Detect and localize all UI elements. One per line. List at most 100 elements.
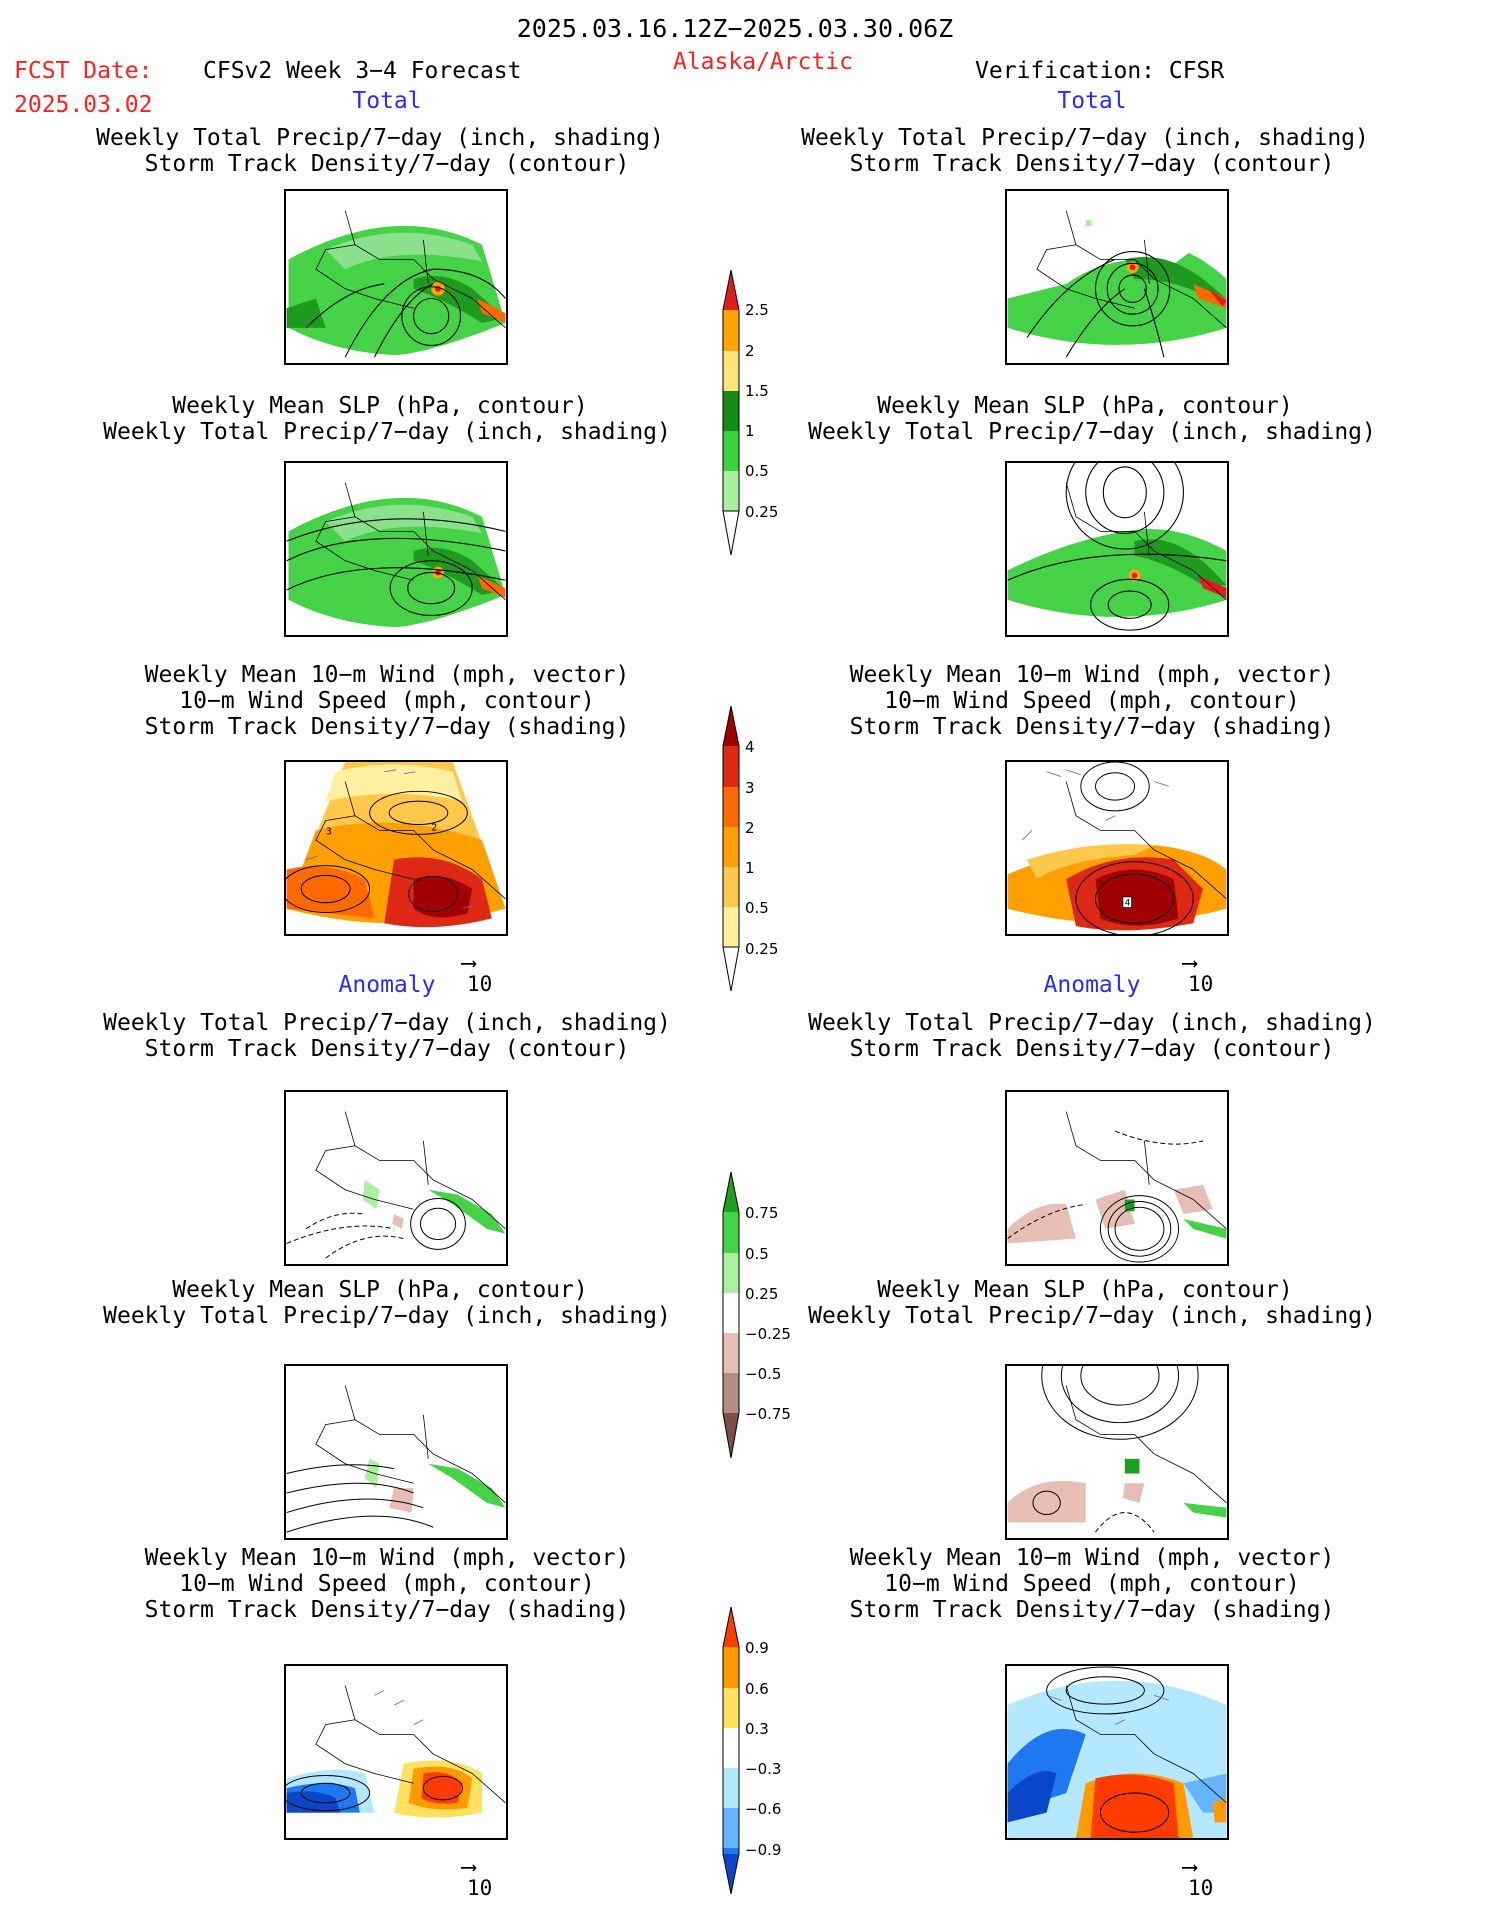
map-anom-slp-precip-forecast: [284, 1364, 508, 1540]
vector-ref-label: 10: [467, 972, 493, 996]
colorbar-label: 0.25: [745, 1285, 779, 1303]
r3l-title1: Weekly Mean 10−m Wind (mph, vector): [144, 662, 630, 688]
contour-label: 2: [431, 822, 437, 833]
colorbar-label: −0.25: [745, 1325, 791, 1343]
colorbar-swatch: [723, 1768, 739, 1808]
colorbar-label: 0.25: [745, 503, 779, 521]
region-title: Alaska/Arctic: [672, 49, 854, 75]
colorbar-label: 0.75: [745, 1204, 779, 1222]
map-anom-slp-precip-verification: [1005, 1364, 1229, 1540]
vector-ref-arrow: ⟶: [1183, 1855, 1197, 1880]
r5l-title2: Weekly Total Precip/7−day (inch, shading…: [103, 1303, 671, 1329]
colorbar-swatch: [723, 1212, 739, 1253]
map-total-wind-storm-verification: 4: [1005, 760, 1229, 936]
colorbar-label: −0.5: [745, 1365, 782, 1383]
colorbar-swatch: [723, 1373, 739, 1413]
colorbar-swatch: [723, 1854, 739, 1894]
colorbar-swatch: [723, 1647, 739, 1688]
r5l-title1: Weekly Mean SLP (hPa, contour): [172, 1277, 588, 1303]
map-total-slp-precip-forecast: [284, 461, 508, 637]
vector-ref-label: 10: [1188, 972, 1214, 996]
colorbar-swatch: [723, 1688, 739, 1728]
colorbar-label: 0.3: [745, 1720, 769, 1738]
colorbar-swatch: [723, 1293, 739, 1333]
colorbar-swatch: [723, 351, 739, 391]
colorbar-swatch: [723, 310, 739, 351]
colorbar-label: 1.5: [745, 382, 769, 400]
map-anom-precip-storm-verification: [1005, 1090, 1229, 1266]
colorbar-swatch: [723, 907, 739, 947]
colorbar-swatch: [723, 787, 739, 827]
colorbar-label: −0.3: [745, 1760, 782, 1778]
colorbar-label: −0.6: [745, 1800, 782, 1818]
r6l-title3: Storm Track Density/7−day (shading): [144, 1597, 630, 1623]
r2r-title1: Weekly Mean SLP (hPa, contour): [877, 393, 1293, 419]
colorbar-swatch: [723, 1413, 739, 1458]
fcst-label: FCST Date:: [14, 58, 153, 84]
colorbar-swatch: [723, 1172, 739, 1212]
r2l-title2: Weekly Total Precip/7−day (inch, shading…: [103, 419, 671, 445]
colorbar-swatch: [723, 431, 739, 471]
colorbar-label: −0.75: [745, 1405, 791, 1423]
colorbar-label: 0.5: [745, 899, 769, 917]
colorbar-swatch: [723, 1253, 739, 1293]
colorbar-swatch: [723, 867, 739, 907]
colorbar-label: 4: [745, 738, 755, 756]
colorbar-label: 0.25: [745, 940, 779, 958]
map-total-precip-storm-verification: [1005, 189, 1229, 365]
r4r-title2: Storm Track Density/7−day (contour): [849, 1036, 1335, 1062]
fcst-date: 2025.03.02: [14, 92, 153, 118]
verification-title: Verification: CFSR: [975, 58, 1225, 84]
colorbar-label: 3: [745, 779, 755, 797]
r4l-title2: Storm Track Density/7−day (contour): [144, 1036, 630, 1062]
colorbar-swatch: [723, 706, 739, 746]
r5r-title1: Weekly Mean SLP (hPa, contour): [877, 1277, 1293, 1303]
map-total-wind-storm-forecast: 3 2: [284, 760, 508, 936]
r6l-title1: Weekly Mean 10−m Wind (mph, vector): [144, 1545, 630, 1571]
r5r-title2: Weekly Total Precip/7−day (inch, shading…: [808, 1303, 1376, 1329]
map-total-slp-precip-verification: [1005, 461, 1229, 637]
section-total-right: Total: [1057, 88, 1127, 114]
r3r-title3: Storm Track Density/7−day (shading): [849, 714, 1335, 740]
map-total-precip-storm-forecast: [284, 189, 508, 365]
colorbar-label: 0.5: [745, 462, 769, 480]
r3l-title3: Storm Track Density/7−day (shading): [144, 714, 630, 740]
r6r-title3: Storm Track Density/7−day (shading): [849, 1597, 1335, 1623]
r6l-title2: 10−m Wind Speed (mph, contour): [179, 1571, 595, 1597]
colorbar-swatch: [723, 1333, 739, 1373]
vector-ref-arrow: ⟶: [462, 1855, 476, 1880]
colorbar-label: 0.6: [745, 1680, 769, 1698]
vector-ref-label: 10: [1188, 1876, 1214, 1900]
colorbar-label: 0.5: [745, 1245, 769, 1263]
r1l-title1: Weekly Total Precip/7−day (inch, shading…: [96, 125, 664, 151]
r4r-title1: Weekly Total Precip/7−day (inch, shading…: [808, 1010, 1376, 1036]
r6r-title2: 10−m Wind Speed (mph, contour): [884, 1571, 1300, 1597]
r6r-title1: Weekly Mean 10−m Wind (mph, vector): [849, 1545, 1335, 1571]
r1r-title1: Weekly Total Precip/7−day (inch, shading…: [801, 125, 1369, 151]
map-anom-wind-storm-verification: [1005, 1664, 1229, 1840]
r1l-title2: Storm Track Density/7−day (contour): [144, 151, 630, 177]
colorbar-swatch: [723, 1848, 739, 1854]
colorbar-swatch: [723, 270, 739, 310]
colorbar-precip-anom: [721, 1172, 741, 1458]
colorbar-label: 2: [745, 342, 755, 360]
colorbar-label: 2: [745, 819, 755, 837]
vector-ref-arrow: ⟶: [462, 951, 476, 976]
colorbar-label: −0.9: [745, 1841, 782, 1859]
section-anomaly-left: Anomaly: [338, 972, 436, 998]
r2r-title2: Weekly Total Precip/7−day (inch, shading…: [808, 419, 1376, 445]
colorbar-swatch: [723, 746, 739, 787]
colorbar-precip-total: [721, 270, 741, 555]
r3l-title2: 10−m Wind Speed (mph, contour): [179, 688, 595, 714]
map-anom-precip-storm-forecast: [284, 1090, 508, 1266]
colorbar-storm-total: [721, 706, 741, 991]
colorbar-label: 1: [745, 422, 755, 440]
period-title: 2025.03.16.12Z−2025.03.30.06Z: [516, 14, 954, 43]
vector-ref-arrow: ⟶: [1183, 951, 1197, 976]
colorbar-swatch: [723, 1607, 739, 1647]
r3r-title2: 10−m Wind Speed (mph, contour): [884, 688, 1300, 714]
colorbar-swatch: [723, 471, 739, 511]
colorbar-storm-anom: [721, 1607, 741, 1894]
colorbar-swatch: [723, 1728, 739, 1768]
contour-label: 4: [1125, 899, 1131, 909]
